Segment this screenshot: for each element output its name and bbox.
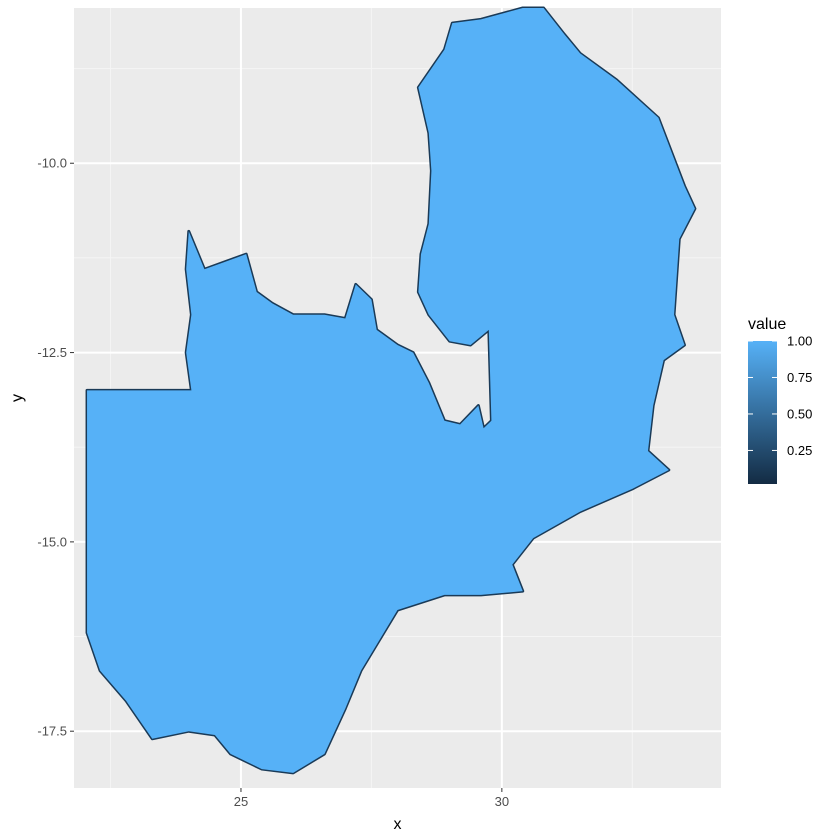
- legend-title: value: [748, 316, 786, 333]
- legend-ticks: 1.00 0.75 0.50 0.25: [748, 334, 812, 458]
- x-tick-label: 25: [234, 794, 248, 809]
- raster-layer: [85, 6, 697, 775]
- region-fill-cells: [87, 8, 695, 773]
- y-tick-label: -10.0: [37, 156, 67, 171]
- x-axis-title: x: [394, 816, 402, 833]
- x-axis: 25 30: [234, 788, 509, 809]
- x-tick-label: 30: [495, 794, 509, 809]
- legend-label: 1.00: [787, 334, 812, 349]
- legend-label: 0.25: [787, 443, 812, 458]
- legend-label: 0.50: [787, 406, 812, 421]
- y-tick-label: -15.0: [37, 534, 67, 549]
- y-tick-label: -12.5: [37, 345, 67, 360]
- legend-colorbar: [748, 341, 777, 484]
- y-axis: -10.0 -12.5 -15.0 -17.5: [37, 156, 74, 739]
- y-axis-title: y: [9, 394, 26, 402]
- legend: value 1.00 0.75 0.50 0.25: [748, 316, 812, 484]
- legend-label: 0.75: [787, 370, 812, 385]
- y-tick-label: -17.5: [37, 724, 67, 739]
